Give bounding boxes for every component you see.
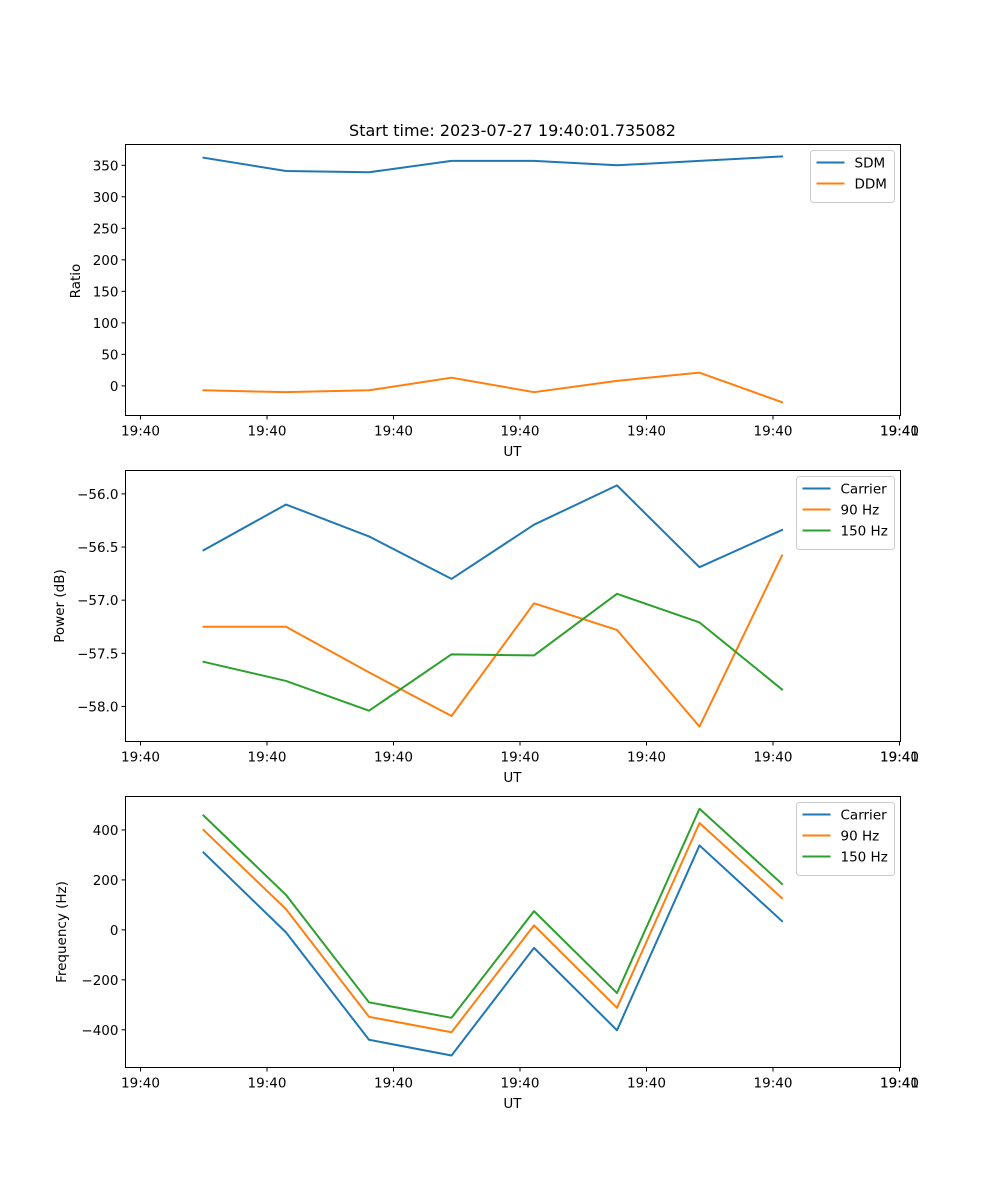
x-tick-label: 19:41 (880, 750, 919, 766)
legend-entry: SDM (855, 156, 886, 172)
x-tick-label: 19:40 (374, 750, 413, 766)
legend-entry: 90 Hz (841, 503, 880, 519)
ratio-plot-frame (125, 144, 901, 416)
series-line-carrier (202, 484, 784, 580)
y-tick-label: 0 (110, 923, 119, 939)
x-tick-label: 19:40 (501, 424, 540, 440)
y-tick-label: −56.0 (77, 487, 118, 503)
ratio-legend: SDM DDM (810, 150, 895, 203)
x-tick-label: 19:40 (880, 750, 919, 766)
frequency-x-axis-label: UT (503, 1096, 522, 1112)
ratio-y-axis-label: Ratio (68, 264, 84, 299)
legend-entry: 90 Hz (841, 829, 880, 845)
legend-entry: Carrier (841, 808, 888, 824)
power-axes: 19:40 19:40 19:40 19:40 19:40 19:40 19:4019:41… (77, 487, 919, 766)
power-y-axis-label: Power (dB) (52, 569, 68, 642)
x-tick-label: 19:40 (248, 1076, 287, 1092)
series-line-sdm (202, 155, 784, 174)
x-tick-label: 19:40 (627, 1076, 666, 1092)
x-tick-label: 19:40 (627, 750, 666, 766)
x-tick-label: 19:41 (880, 424, 919, 440)
y-tick-label: −200 (81, 973, 118, 989)
y-tick-label: 50 (101, 347, 118, 363)
x-tick-label: 19:40 (374, 424, 413, 440)
y-tick-label: 350 (93, 158, 119, 174)
legend-entry: Carrier (841, 482, 888, 498)
y-tick-label: 400 (93, 823, 119, 839)
x-tick-label: 19:40 (501, 1076, 540, 1092)
x-tick-label: 19:40 (501, 750, 540, 766)
series-line-90-hz (202, 821, 784, 1034)
y-tick-label: 300 (93, 190, 119, 206)
x-tick-label: 19:40 (754, 1076, 793, 1092)
x-tick-label: 19:40 (121, 750, 160, 766)
series-line-150-hz (202, 807, 784, 1019)
x-tick-label: 19:40 (754, 424, 793, 440)
x-tick-label: 19:40 (754, 750, 793, 766)
x-tick-label: 19:40 (121, 424, 160, 440)
power-plot-frame (125, 470, 901, 742)
power-x-axis-label: UT (503, 770, 522, 786)
frequency-series (202, 807, 784, 1057)
y-tick-label: −57.0 (77, 593, 118, 609)
y-tick-label: −58.0 (77, 699, 118, 715)
x-tick-label: 19:40 (248, 424, 287, 440)
series-line-90-hz (202, 554, 784, 728)
series-line-carrier (202, 844, 784, 1057)
x-tick-label: 19:40 (880, 1076, 919, 1092)
frequency-chart: 19:40 19:40 19:40 19:40 19:40 19:40 19:4019:41… (54, 796, 919, 1112)
y-tick-label: −400 (81, 1023, 118, 1039)
x-tick-label: 19:40 (880, 424, 919, 440)
chart-title: Start time: 2023-07-27 19:40:01.735082 (349, 121, 676, 140)
series-line-ddm (202, 371, 784, 404)
legend-entry: 150 Hz (841, 524, 888, 540)
frequency-legend: Carrier 90 Hz 150 Hz (796, 802, 895, 876)
y-tick-label: 250 (93, 221, 119, 237)
frequency-axes: 19:40 19:40 19:40 19:40 19:40 19:40 19:4019:41… (81, 823, 919, 1092)
y-tick-label: −56.5 (77, 540, 118, 556)
y-tick-label: 0 (110, 379, 119, 395)
y-tick-label: −57.5 (77, 646, 118, 662)
frequency-y-axis-label: Frequency (Hz) (54, 881, 70, 983)
x-tick-label: 19:40 (374, 1076, 413, 1092)
ratio-axes: 19:40 19:40 19:40 19:40 19:40 19:40 19:4019:41… (93, 158, 919, 439)
x-tick-label: 19:41 (880, 1076, 919, 1092)
power-series (202, 484, 784, 728)
series-line-150-hz (202, 592, 784, 712)
x-tick-label: 19:40 (121, 1076, 160, 1092)
ratio-series (202, 155, 784, 404)
power-legend: Carrier 90 Hz 150 Hz (796, 476, 895, 550)
ratio-x-axis-label: UT (503, 444, 522, 460)
frequency-plot-frame (125, 796, 901, 1068)
power-chart: 19:40 19:40 19:40 19:40 19:40 19:40 19:4019:41… (52, 470, 919, 786)
y-tick-label: 200 (93, 253, 119, 269)
legend-entry: DDM (855, 177, 887, 193)
legend-entry: 150 Hz (841, 850, 888, 866)
x-tick-label: 19:40 (248, 750, 287, 766)
y-tick-label: 200 (93, 873, 119, 889)
ratio-chart: Start time: 2023-07-27 19:40:01.735082 1… (68, 121, 919, 460)
y-tick-label: 100 (93, 316, 119, 332)
y-tick-label: 150 (93, 284, 119, 300)
x-tick-label: 19:40 (627, 424, 666, 440)
